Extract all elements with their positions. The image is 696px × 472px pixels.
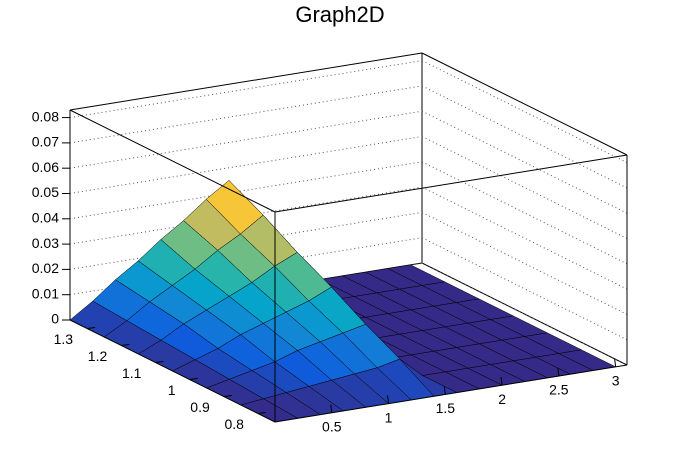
x-tick xyxy=(557,367,560,377)
box-edge xyxy=(69,52,423,111)
grid-line xyxy=(69,60,423,119)
y-tick-label: 1.1 xyxy=(122,365,142,381)
z-tick-label: 0.05 xyxy=(32,184,59,200)
x-tick-label: 3 xyxy=(612,373,620,389)
y-tick xyxy=(257,412,266,414)
y-tick-label: 1 xyxy=(168,382,176,398)
z-tick-label: 0.04 xyxy=(32,209,59,225)
x-tick-label: 1 xyxy=(385,409,393,425)
grid-line xyxy=(421,110,628,214)
box-edge xyxy=(421,262,628,366)
z-tick-label: 0 xyxy=(51,311,59,327)
box-edge xyxy=(274,154,628,213)
grid-line xyxy=(421,85,628,189)
x-tick-label: 2 xyxy=(498,391,506,407)
y-tick xyxy=(223,395,232,397)
chart-title: Graph2D xyxy=(295,2,384,27)
grid-line xyxy=(421,60,628,164)
z-tick-label: 0.06 xyxy=(32,159,59,175)
y-tick xyxy=(121,344,130,346)
grid-line xyxy=(69,110,423,169)
x-tick xyxy=(387,395,390,404)
y-tick xyxy=(87,327,96,329)
grid-line xyxy=(421,136,628,239)
z-tick-label: 0.02 xyxy=(32,260,59,276)
x-tick-label: 0.5 xyxy=(322,419,342,435)
z-tick-label: 0.07 xyxy=(32,134,59,150)
box-edge xyxy=(69,319,276,423)
x-tick xyxy=(443,386,446,395)
x-tick xyxy=(500,377,503,386)
y-tick xyxy=(155,361,164,363)
grid-line xyxy=(69,136,423,194)
y-tick-label: 1.2 xyxy=(88,348,108,364)
z-tick-label: 0.03 xyxy=(32,235,59,251)
grid-line xyxy=(421,186,628,290)
box-edge xyxy=(274,364,628,423)
grid-line xyxy=(69,85,423,144)
y-tick-label: 0.8 xyxy=(224,416,244,432)
x-tick xyxy=(614,358,617,367)
grid-line xyxy=(421,161,628,265)
x-tick-label: 1.5 xyxy=(436,400,456,416)
box-edge xyxy=(69,109,276,213)
y-tick-label: 0.9 xyxy=(190,399,210,415)
y-tick xyxy=(189,378,198,380)
y-tick-label: 1.3 xyxy=(54,331,74,347)
z-tick-label: 0.08 xyxy=(32,108,59,124)
z-tick-label: 0.01 xyxy=(32,285,59,301)
x-tick xyxy=(330,404,333,413)
x-tick-label: 2.5 xyxy=(549,382,569,398)
box-edge xyxy=(421,52,628,156)
